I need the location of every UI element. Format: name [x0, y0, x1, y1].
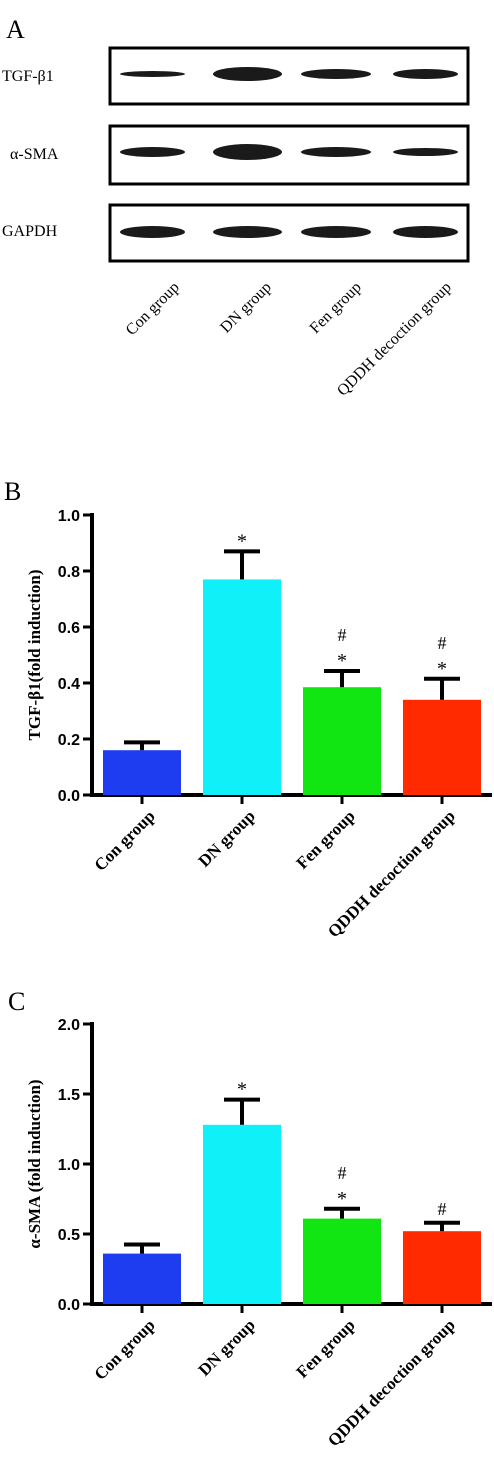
western-blot-panel: A TGF-β1 α-SMA GAPDH Con group DN group Fe… — [2, 15, 470, 400]
blot-lane-label: Fen group — [307, 279, 365, 337]
y-tick-label: 0.4 — [58, 676, 80, 693]
y-tick-label: 0.0 — [58, 788, 80, 805]
y-tick-label: 0.6 — [58, 620, 80, 637]
y-tick-label: 0.5 — [58, 1227, 80, 1244]
x-category-label: Con group — [90, 806, 158, 874]
panel-a-label: A — [6, 15, 25, 44]
x-category-label: DN group — [195, 1315, 259, 1379]
x-category-label: Fen group — [293, 1315, 359, 1381]
blot-row-label-tgf: TGF-β1 — [2, 68, 54, 85]
y-axis-label: α-SMA (fold induction) — [25, 1079, 44, 1248]
blot-lane-label: Con group — [123, 279, 183, 339]
bar — [303, 687, 381, 795]
significance-marker: * — [337, 1188, 347, 1210]
y-tick-label: 1.0 — [58, 1157, 80, 1174]
bar — [303, 1218, 381, 1304]
blot-band — [213, 226, 282, 238]
y-tick-label: 2.0 — [58, 1017, 80, 1034]
blot-band — [301, 147, 371, 157]
bar — [203, 1124, 281, 1304]
significance-marker: # — [338, 625, 347, 645]
bar — [103, 1253, 181, 1304]
blot-band — [301, 226, 371, 238]
significance-marker: # — [338, 1163, 347, 1183]
blot-row-label-gapdh: GAPDH — [2, 223, 58, 240]
significance-marker: * — [237, 530, 247, 552]
significance-marker: * — [237, 1079, 247, 1101]
blot-band — [120, 226, 185, 238]
blot-band — [393, 148, 458, 156]
blot-band — [213, 67, 282, 81]
blot-band — [213, 144, 282, 160]
y-tick-label: 0.8 — [58, 564, 80, 581]
blot-band — [301, 69, 371, 79]
blot-band — [120, 71, 185, 77]
sma-bar-chart-panel: C 0.0 0.5 1.0 1.5 2.0 α-SMA (fold induction) C… — [8, 987, 492, 1450]
significance-marker: * — [437, 658, 447, 680]
blot-band — [393, 226, 458, 238]
y-axis-label: TGF-β1(fold induction) — [25, 570, 44, 741]
bar — [203, 579, 281, 795]
y-tick-label: 1.5 — [58, 1087, 80, 1104]
panel-b-label: B — [4, 477, 21, 506]
panel-c-label: C — [8, 987, 25, 1016]
y-tick-label: 0.0 — [58, 1297, 80, 1314]
blot-lane-label: DN group — [217, 279, 275, 337]
x-category-label: Fen group — [293, 806, 359, 872]
blot-row-label-sma: α-SMA — [10, 146, 59, 163]
blot-band — [393, 69, 458, 79]
y-tick-label: 1.0 — [58, 508, 80, 525]
tgf-bar-chart-panel: B 0.0 0.2 0.4 0.6 0.8 1.0 TGF-β1(fold inductio… — [4, 477, 492, 941]
blot-band — [120, 147, 185, 157]
x-category-label: Con group — [90, 1315, 158, 1383]
bar — [403, 699, 481, 795]
significance-marker: * — [337, 650, 347, 672]
significance-marker: # — [438, 633, 447, 653]
y-tick-label: 0.2 — [58, 732, 80, 749]
x-category-label: DN group — [195, 806, 259, 870]
significance-marker: # — [438, 1199, 447, 1219]
bar — [103, 750, 181, 795]
bar — [403, 1231, 481, 1304]
